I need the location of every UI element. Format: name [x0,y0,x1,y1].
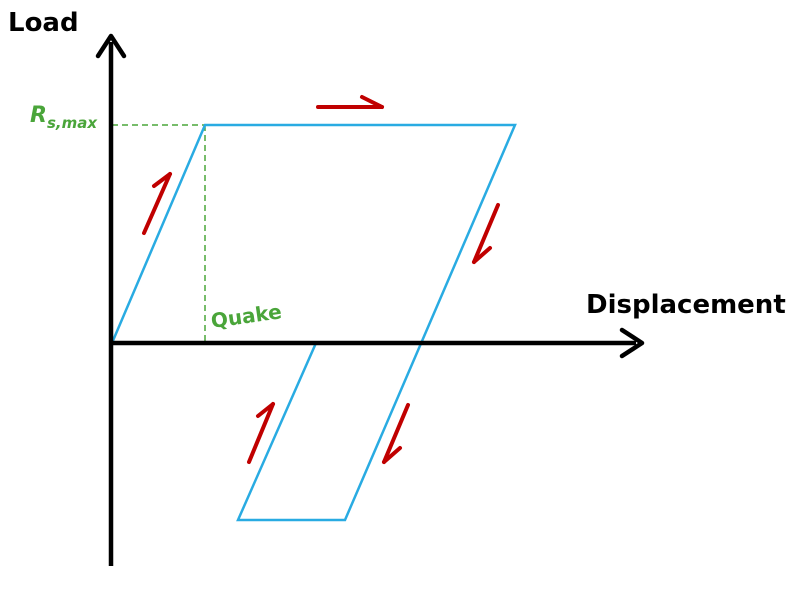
x-axis [109,327,645,359]
direction-arrow-down-right-lower [382,403,410,464]
load-path-loop [110,123,517,522]
rs-max-label-subscript: s,max [47,114,98,132]
direction-arrow-up-left [142,172,172,235]
direction-arrow-up-lower [247,402,275,464]
x-axis-label: Displacement [586,290,786,320]
y-axis [95,33,127,566]
rs-max-label-main: R [30,103,47,128]
x-axis-arrowhead-icon [619,327,645,359]
y-axis-arrowhead-icon [95,33,127,59]
rs-max-label: Rs,max [30,103,98,132]
quake-label: Quake [209,299,283,333]
direction-arrow-right-top [316,95,384,109]
y-axis-label: Load [8,8,79,38]
direction-arrow-down-right-upper [472,203,500,264]
